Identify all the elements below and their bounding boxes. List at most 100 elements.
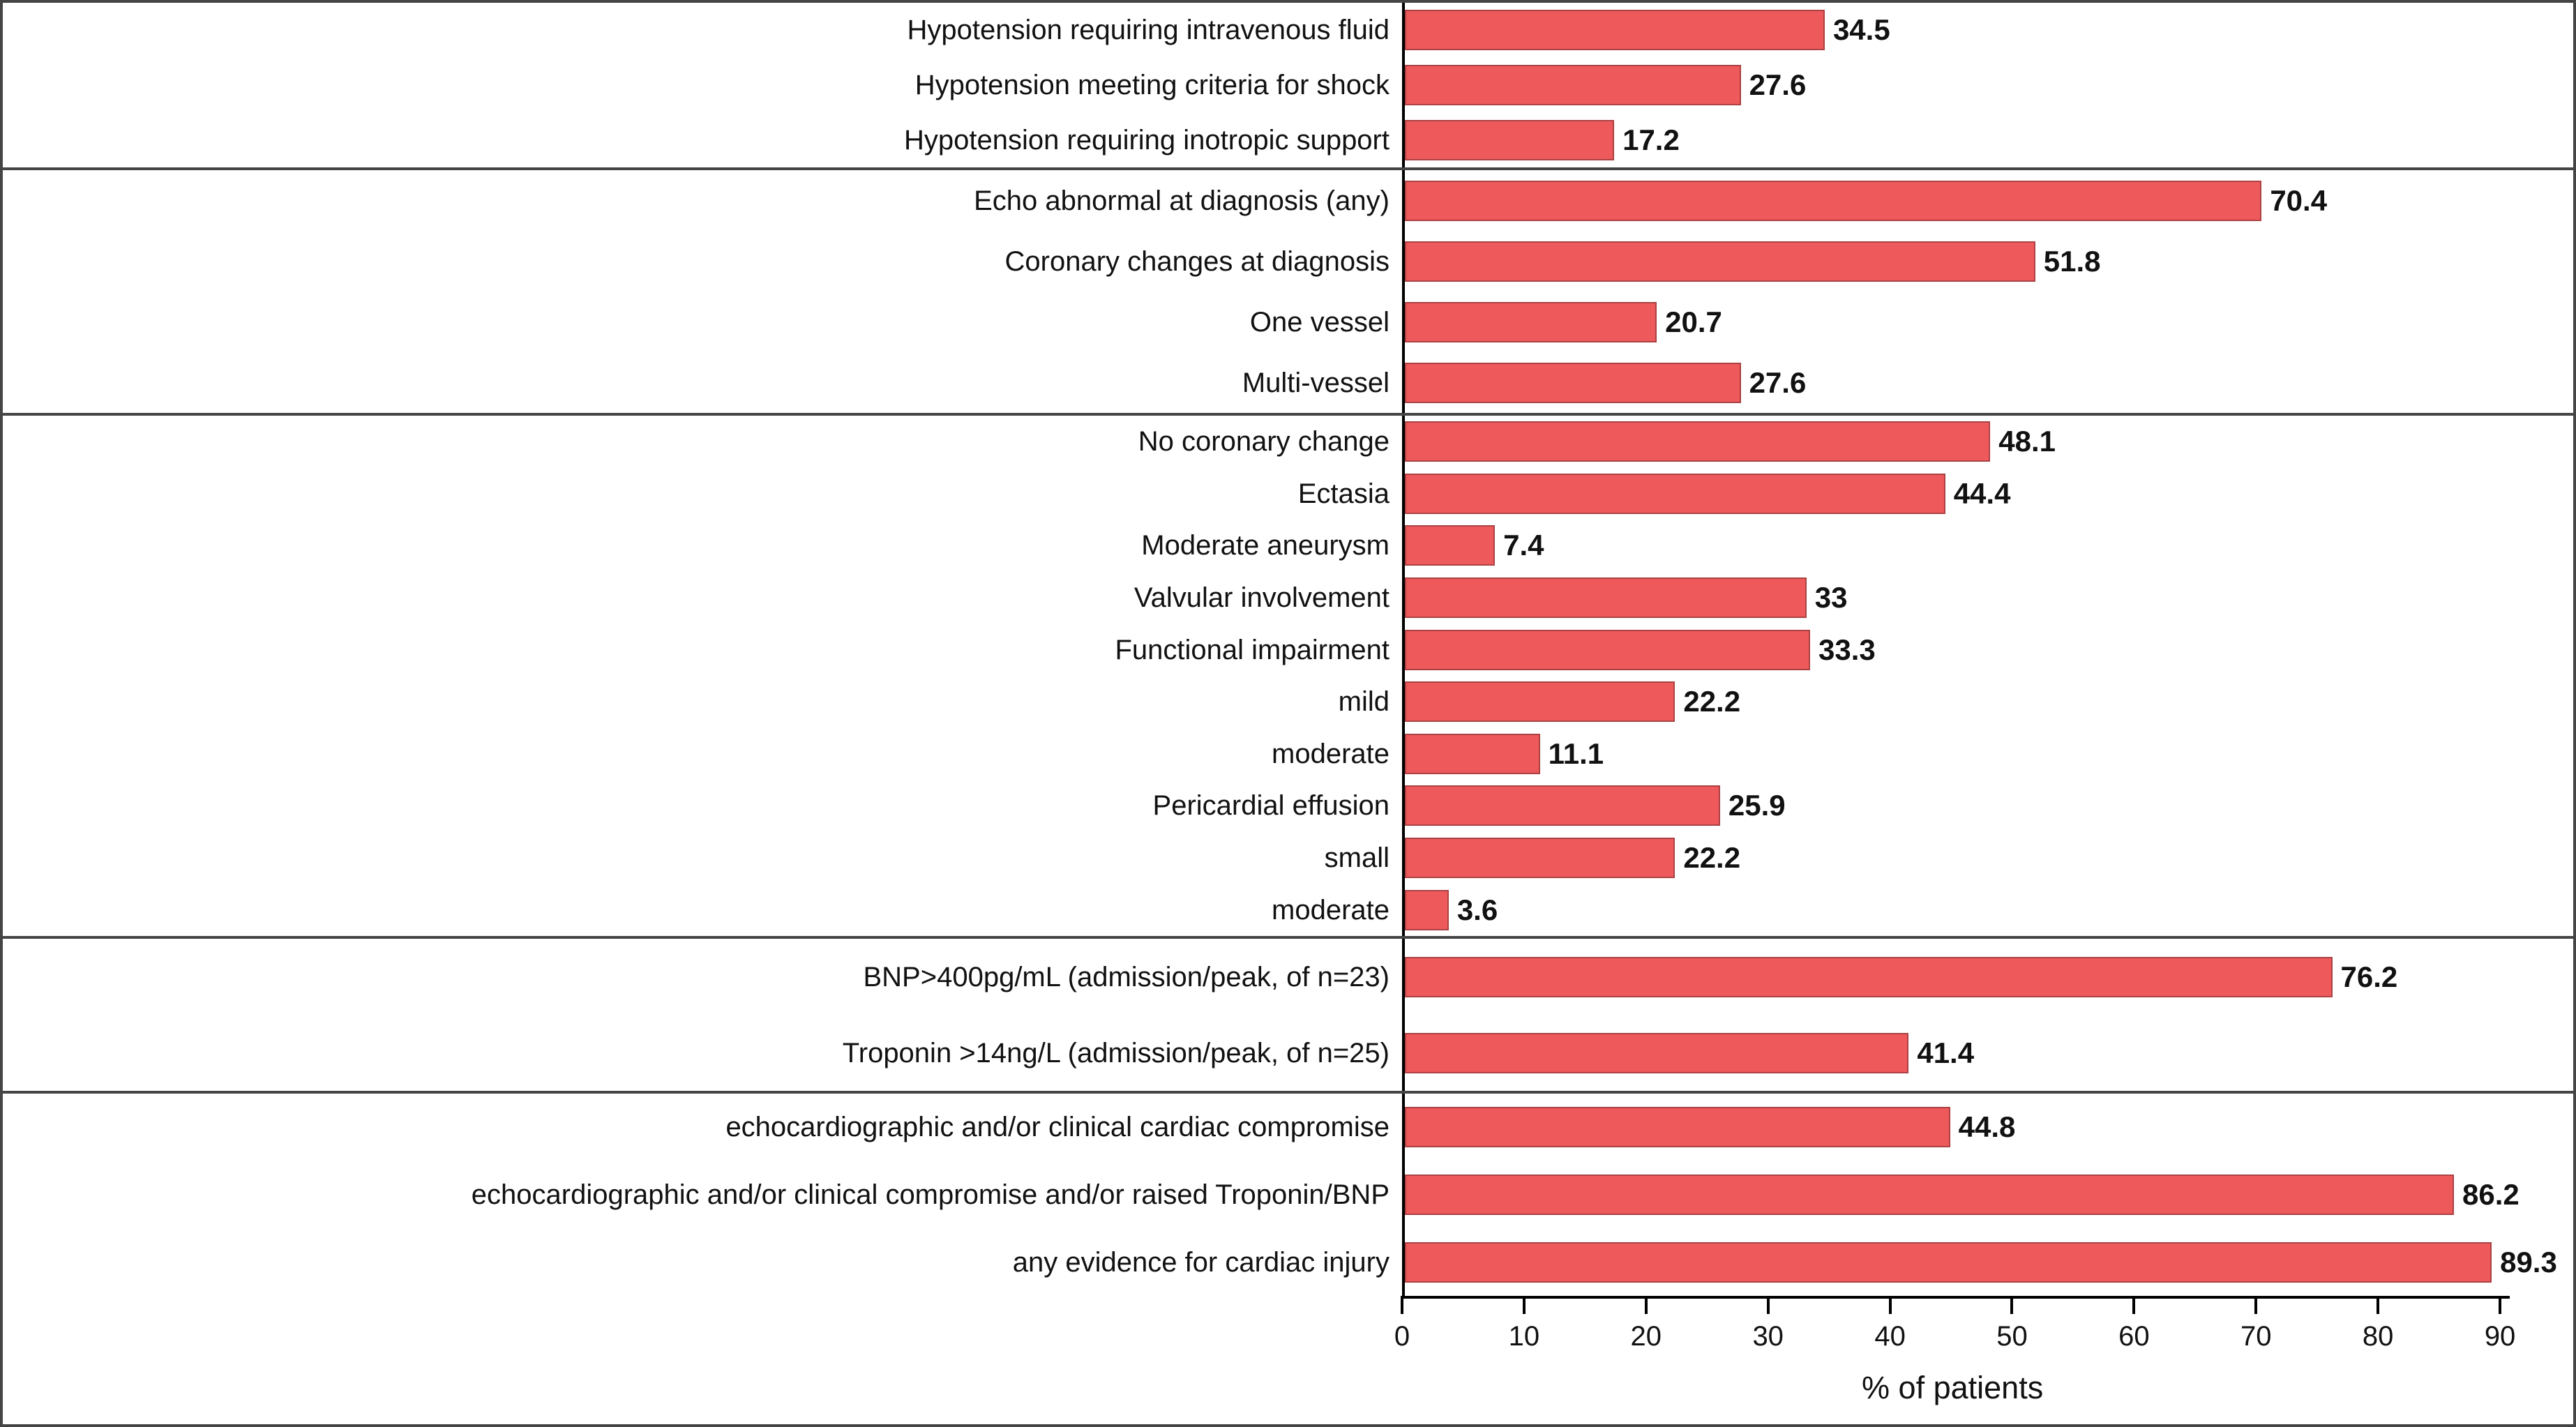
category-label: Echo abnormal at diagnosis (any)	[974, 185, 1389, 216]
category-label: mild	[1338, 686, 1389, 718]
category-label: Moderate aneurysm	[1141, 530, 1389, 561]
x-axis: % of patients 0 10 20 30 40 50 60 70 80 90	[1394, 1296, 2573, 1424]
category-label: Ectasia	[1297, 478, 1389, 509]
category-label: One vessel	[1249, 306, 1389, 338]
value-label: 34.5	[1832, 13, 1890, 47]
category-label: BNP>400pg/mL (admission/peak, of n=23)	[863, 961, 1389, 992]
axis-tick	[1401, 1296, 1403, 1314]
axis-tick-label: 0	[1394, 1321, 1410, 1352]
bar	[1405, 577, 1807, 619]
chart-row: echocardiographic and/or clinical compro…	[3, 1161, 2573, 1229]
chart-row: Valvular involvement 33	[3, 571, 2573, 624]
bar	[1405, 889, 1449, 930]
chart-section-composite: echocardiographic and/or clinical cardia…	[3, 1094, 2573, 1297]
bar	[1405, 119, 1615, 160]
axis-tick	[1888, 1296, 1892, 1314]
chart-row: Echo abnormal at diagnosis (any) 70.4	[3, 170, 2573, 231]
plot-area: 33.3	[1402, 624, 2573, 676]
axis-tick-label: 90	[2484, 1321, 2516, 1352]
bar	[1405, 733, 1540, 774]
chart-row: Multi-vessel 27.6	[3, 352, 2573, 413]
plot-area: 22.2	[1402, 675, 2573, 728]
chart-row: Functional impairment 33.3	[3, 624, 2573, 676]
plot-area: 33	[1402, 571, 2573, 624]
value-label: 86.2	[2462, 1178, 2519, 1211]
value-label: 22.2	[1683, 685, 1741, 718]
category-label: echocardiographic and/or clinical cardia…	[725, 1112, 1389, 1143]
plot-area: 27.6	[1402, 57, 2573, 113]
value-label: 27.6	[1749, 68, 1807, 101]
category-label: Multi-vessel	[1242, 367, 1389, 398]
value-label: 51.8	[2043, 244, 2101, 278]
axis-tick	[2132, 1296, 2136, 1314]
plot-area: 76.2	[1402, 939, 2573, 1015]
axis-tick	[1522, 1296, 1526, 1314]
category-label: echocardiographic and/or clinical compro…	[471, 1179, 1389, 1210]
category-label: Hypotension meeting criteria for shock	[914, 70, 1389, 100]
chart-row: Hypotension meeting criteria for shock 27…	[3, 57, 2573, 113]
chart-row: Hypotension requiring intravenous fluid 3…	[3, 3, 2573, 58]
chart-section-biomarkers: BNP>400pg/mL (admission/peak, of n=23) 76…	[3, 939, 2573, 1094]
bar	[1405, 525, 1496, 566]
value-label: 20.7	[1665, 305, 1722, 338]
plot-area: 7.4	[1402, 520, 2573, 572]
bar	[1405, 362, 1741, 403]
chart-row: Coronary changes at diagnosis 51.8	[3, 231, 2573, 292]
bar	[1405, 180, 2262, 221]
axis-tick	[2377, 1296, 2380, 1314]
value-label: 25.9	[1728, 789, 1786, 822]
chart-section-hypotension: Hypotension requiring intravenous fluid 3…	[3, 3, 2573, 170]
value-label: 27.6	[1749, 365, 1807, 399]
plot-area: 11.1	[1402, 727, 2573, 780]
bar	[1405, 785, 1720, 826]
bar	[1405, 838, 1675, 879]
plot-area: 44.8	[1402, 1094, 2573, 1161]
axis-tick-label: 60	[2118, 1321, 2150, 1352]
bar	[1405, 241, 2035, 282]
value-label: 33.3	[1818, 633, 1876, 666]
plot-area: 25.9	[1402, 780, 2573, 832]
chart-row: moderate 3.6	[3, 884, 2573, 936]
chart-row: Troponin >14ng/L (admission/peak, of n=2…	[3, 1015, 2573, 1091]
axis-tick-label: 70	[2240, 1321, 2272, 1352]
category-label: Pericardial effusion	[1152, 790, 1389, 822]
plot-area: 70.4	[1402, 170, 2573, 231]
bar	[1405, 473, 1945, 514]
bar	[1405, 956, 2333, 997]
value-label: 89.3	[2500, 1245, 2557, 1278]
axis-tick	[1766, 1296, 1770, 1314]
plot-area: 17.2	[1402, 112, 2573, 168]
value-label: 11.1	[1548, 737, 1604, 770]
bar	[1405, 421, 1991, 462]
chart-row: BNP>400pg/mL (admission/peak, of n=23) 76…	[3, 939, 2573, 1015]
chart-row: echocardiographic and/or clinical cardia…	[3, 1094, 2573, 1161]
chart-row: moderate 11.1	[3, 727, 2573, 780]
chart-section-echo-diagnosis: Echo abnormal at diagnosis (any) 70.4 Coro…	[3, 170, 2573, 416]
axis-tick	[1644, 1296, 1648, 1314]
x-axis-title: % of patients	[1862, 1370, 2044, 1405]
value-label: 44.4	[1953, 476, 2011, 510]
bar	[1405, 1107, 1950, 1148]
value-label: 41.4	[1917, 1036, 1975, 1069]
value-label: 17.2	[1622, 123, 1680, 156]
axis-tick-label: 40	[1874, 1321, 1906, 1352]
chart-row: small 22.2	[3, 831, 2573, 884]
plot-area: 89.3	[1402, 1228, 2573, 1297]
category-label: moderate	[1272, 894, 1389, 926]
axis-tick	[2499, 1296, 2502, 1314]
chart-row: Ectasia 44.4	[3, 467, 2573, 520]
x-axis-area: % of patients 0 10 20 30 40 50 60 70 80 90	[3, 1296, 2573, 1424]
chart-row: mild 22.2	[3, 675, 2573, 728]
axis-spacer	[3, 1296, 1402, 1424]
bar	[1405, 1175, 2454, 1215]
chart-row: Pericardial effusion 25.9	[3, 780, 2573, 832]
plot-area: 34.5	[1402, 3, 2573, 58]
axis-tick	[2010, 1296, 2014, 1314]
chart-section-echo-findings: No coronary change 48.1 Ectasia 44.4 Moderat…	[3, 416, 2573, 939]
plot-area: 44.4	[1402, 467, 2573, 520]
chart-row: Hypotension requiring inotropic support 1…	[3, 112, 2573, 168]
value-label: 76.2	[2340, 960, 2398, 993]
plot-area: 51.8	[1402, 231, 2573, 292]
chart-row: Moderate aneurysm 7.4	[3, 520, 2573, 572]
bar	[1405, 629, 1811, 670]
